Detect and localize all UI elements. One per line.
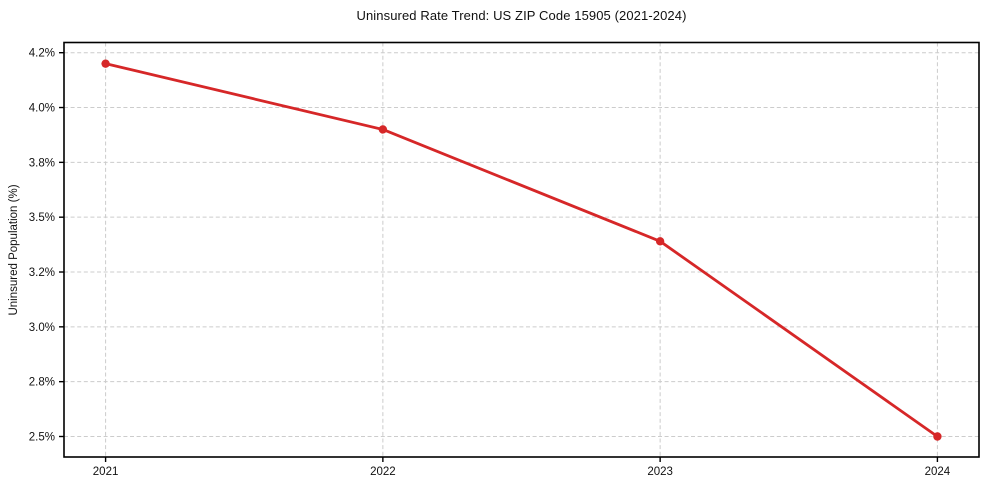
y-tick-label: 3.5% xyxy=(29,212,55,224)
x-tick-label: 2023 xyxy=(647,466,673,478)
axes-border xyxy=(63,41,980,458)
data-point xyxy=(378,125,388,134)
y-tick-label: 3.2% xyxy=(29,267,55,279)
y-tick-label: 4.0% xyxy=(29,103,55,115)
y-tick-label: 2.5% xyxy=(29,431,55,443)
x-tick-label: 2021 xyxy=(93,466,119,478)
x-tick-label: 2022 xyxy=(370,466,396,478)
data-point xyxy=(933,432,942,441)
data-point xyxy=(101,59,110,68)
x-tick-label: 2024 xyxy=(925,466,951,478)
y-axis-label: Uninsured Population (%) xyxy=(8,184,20,316)
trend-line xyxy=(104,62,939,438)
data-point xyxy=(655,237,665,246)
y-tick-label: 3.0% xyxy=(29,322,55,334)
y-tick-label: 4.2% xyxy=(29,48,55,60)
y-tick-label: 2.8% xyxy=(29,377,55,389)
y-tick-label: 3.8% xyxy=(29,157,55,169)
chart-title: Uninsured Rate Trend: US ZIP Code 15905 … xyxy=(356,8,687,23)
plot-area xyxy=(64,42,979,457)
